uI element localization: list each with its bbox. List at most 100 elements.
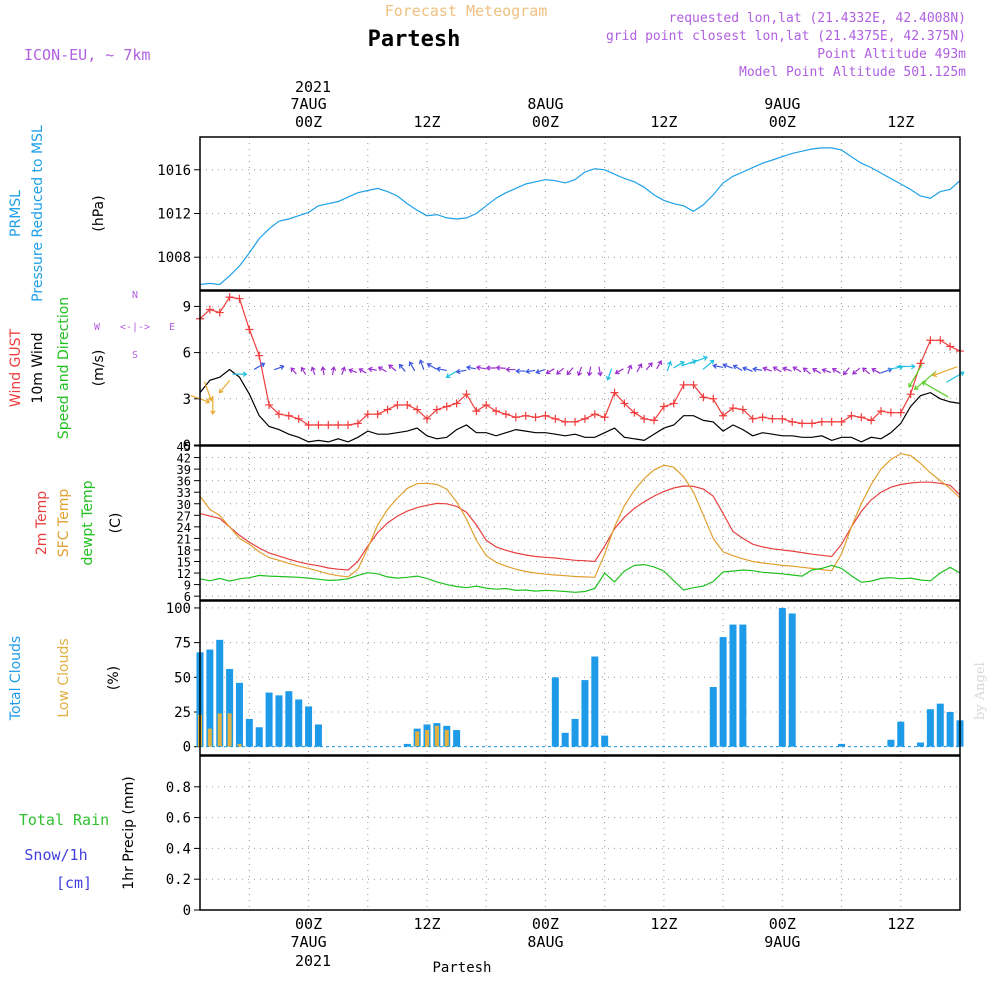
pressure-frame [199,136,961,291]
gust-marker [571,417,580,426]
wind-arrow [465,365,476,371]
wind-arrow [702,359,715,370]
gust-marker [837,417,846,426]
wind-arrow [614,368,624,375]
gust-marker [274,410,283,419]
temperature-series-2 [199,563,961,593]
bottom-time-label: 12Z [650,915,677,933]
gust-marker [709,394,718,403]
gust-marker [334,420,343,429]
compass-north: N [132,290,138,301]
wind-arrow [203,381,213,402]
wind-arrow [388,364,397,372]
gust-marker [620,399,629,408]
gust-marker [205,305,214,314]
wind-arrow [455,368,467,375]
wind-arrow [210,395,216,416]
wind-arrow [348,368,357,374]
gust-marker [946,342,955,351]
wind-arrow [842,367,850,376]
wind-arrow [358,368,367,374]
gust-marker [738,405,747,414]
wind-arrow [861,367,871,375]
wind-arrow [290,367,297,375]
precip-frame [199,755,961,911]
temperature-series-1 [199,453,961,578]
gust-marker [650,416,659,425]
temperature-ytick-label: 18 [177,544,191,558]
wind-arrow [636,363,643,373]
pressure-ytick-label: 1012 [157,207,191,223]
wind-ytick-label: 0 [183,438,191,454]
gust-marker [541,411,550,420]
gust-marker [827,417,836,426]
top-time-label: 12Z [887,113,914,131]
bottom-time-label: 12Z [887,915,914,933]
precip-label: [cm] [56,874,92,892]
wind-arrow [772,366,782,373]
wind-arrow [426,363,437,370]
gust-marker [847,411,856,420]
compass-rose: N S W E <-|-> [94,290,175,361]
wind-arrow [398,363,406,372]
wind-arrow [300,366,307,375]
wind-arrow [597,366,603,377]
wind-arrow [505,366,516,373]
gust-marker [719,411,728,420]
gust-marker [294,414,303,423]
clouds-total-bar [453,730,461,747]
wind-arrow [673,361,685,369]
wind-arrow [340,366,347,376]
clouds-low-bar [444,730,449,747]
wind-arrow [525,368,536,375]
wind-arrow [495,365,506,371]
gust-marker [245,325,254,334]
gust-marker [432,405,441,414]
gust-marker [689,380,698,389]
temperature-ytick-label: 39 [177,463,191,477]
wind-arrow [566,367,574,376]
bottom-time-label: 00Z [769,915,796,933]
pressure-ylabel: Pressure Reduced to MSL [30,125,46,302]
top-time-label: 7AUG [291,95,327,113]
gust-marker [551,414,560,423]
gust-marker [867,416,876,425]
wind-arrow [908,364,923,388]
clouds-total-bar [581,680,589,747]
pressure-unit: (hPa) [91,195,107,231]
bottom-time-label: 8AUG [527,933,563,951]
clouds-total-bar [295,699,303,747]
wind-arrow [445,370,458,379]
top-year-label: 2021 [295,78,331,96]
top-time-label: 12Z [413,113,440,131]
gust-marker [284,411,293,420]
wind-arrow [689,355,708,364]
temperature-ytick-label: 30 [177,498,191,512]
clouds-total-bar [265,692,273,747]
gust-marker [423,414,432,423]
compass-south: S [132,350,138,361]
wind-arrow [802,367,811,375]
clouds-ytick-label: 0 [183,740,191,756]
clouds-total-bar [245,718,253,747]
clouds-total-bar [275,695,283,747]
temperature-ytick-label: 33 [177,486,191,500]
clouds-total-bar [788,613,796,747]
top-time-label: 9AUG [764,95,800,113]
gust-marker [304,420,313,429]
clouds-total-bar [206,649,214,747]
wind-arrow [831,367,841,374]
clouds-low-bar [207,728,212,747]
pressure-ytick-label: 1008 [157,250,191,266]
pressure-series-0 [199,147,961,286]
gust-marker [906,390,915,399]
clouds-total-bar [739,624,747,747]
footer-location: Partesh [432,960,491,976]
gust-marker [452,399,461,408]
top-time-label: 12Z [650,113,677,131]
temperature-ylabel: dewpt Temp [80,480,96,565]
temperature-ytick-label: 21 [177,532,191,546]
wind-arrow [732,364,743,372]
model-label: ICON-EU, ~ 7km [24,46,150,64]
gust-marker [225,293,234,302]
